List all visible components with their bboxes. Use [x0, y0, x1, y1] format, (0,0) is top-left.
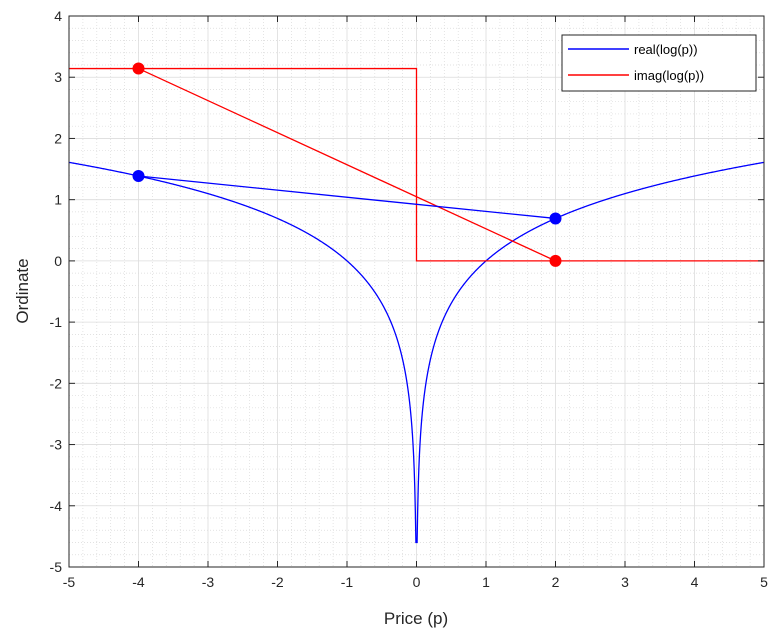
- y-tick-label: 1: [54, 192, 62, 208]
- y-tick-label: 4: [54, 8, 62, 24]
- x-tick-label: 0: [413, 574, 421, 590]
- y-tick-label: -3: [50, 437, 63, 453]
- x-tick-label: 1: [482, 574, 490, 590]
- x-tick-label: -5: [63, 574, 76, 590]
- x-tick-label: -4: [132, 574, 145, 590]
- marker-point-2: [132, 170, 145, 183]
- x-axis-title: Price (p): [384, 609, 448, 628]
- y-tick-label: 3: [54, 69, 62, 85]
- chord-line-1: [138, 175, 556, 220]
- marker-point-1: [549, 254, 562, 267]
- x-tick-label: 3: [621, 574, 629, 590]
- legend: real(log(p)) imag(log(p)): [561, 34, 757, 92]
- x-tick-label: 4: [691, 574, 699, 590]
- x-tick-label: 5: [760, 574, 768, 590]
- series-real-log-left: [68, 161, 417, 544]
- legend-label-real: real(log(p)): [634, 42, 698, 57]
- y-tick-label: -5: [50, 559, 63, 575]
- series-layer: [68, 67, 765, 544]
- series-imag-log: [69, 67, 764, 262]
- legend-label-imag: imag(log(p)): [634, 68, 704, 83]
- x-tick-label: -1: [341, 574, 354, 590]
- tick-layer: -5 -4 -3 -2 -1 0 1 2 3 4 5 -5 -4 -3 -2 -1 0 1 2 3 4: [50, 8, 768, 590]
- y-tick-label: 0: [54, 253, 62, 269]
- y-tick-label: 2: [54, 130, 62, 146]
- y-tick-label: -4: [50, 498, 63, 514]
- y-tick-label: -1: [50, 314, 63, 330]
- legend-box: [561, 34, 757, 92]
- x-tick-label: -2: [271, 574, 284, 590]
- marker-point-3: [549, 212, 562, 225]
- x-tick-label: -3: [202, 574, 215, 590]
- marker-layer: [132, 62, 562, 267]
- chord-line-0: [138, 67, 556, 262]
- y-axis-title: Ordinate: [13, 258, 32, 323]
- y-tick-label: -2: [50, 375, 63, 391]
- marker-point-0: [132, 62, 145, 75]
- x-tick-label: 2: [552, 574, 560, 590]
- major-grid: [68, 15, 765, 568]
- series-real-log-right: [416, 161, 765, 544]
